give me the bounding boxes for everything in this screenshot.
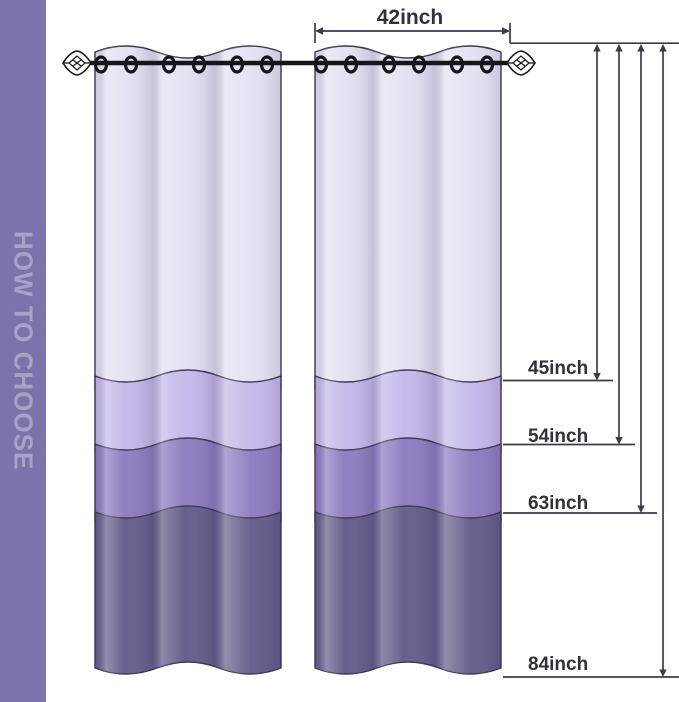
width-dimension-arrow <box>314 23 511 43</box>
height-label-54: 54inch <box>528 426 589 447</box>
height-label-45: 45inch <box>528 358 589 379</box>
finial-left-icon <box>62 50 92 76</box>
width-label: 42inch <box>376 6 444 29</box>
finial-right-icon <box>506 50 536 76</box>
curtain-panels <box>94 45 502 675</box>
sidebar: HOW TO CHOOSE <box>0 0 46 702</box>
height-label-63: 63inch <box>528 493 589 514</box>
arrowheads <box>315 27 667 677</box>
curtain-panel-right <box>314 45 502 675</box>
dimension-lines <box>314 23 679 678</box>
sidebar-title: HOW TO CHOOSE <box>8 231 39 471</box>
curtain-panel-left <box>94 45 282 675</box>
height-label-84: 84inch <box>528 654 589 675</box>
